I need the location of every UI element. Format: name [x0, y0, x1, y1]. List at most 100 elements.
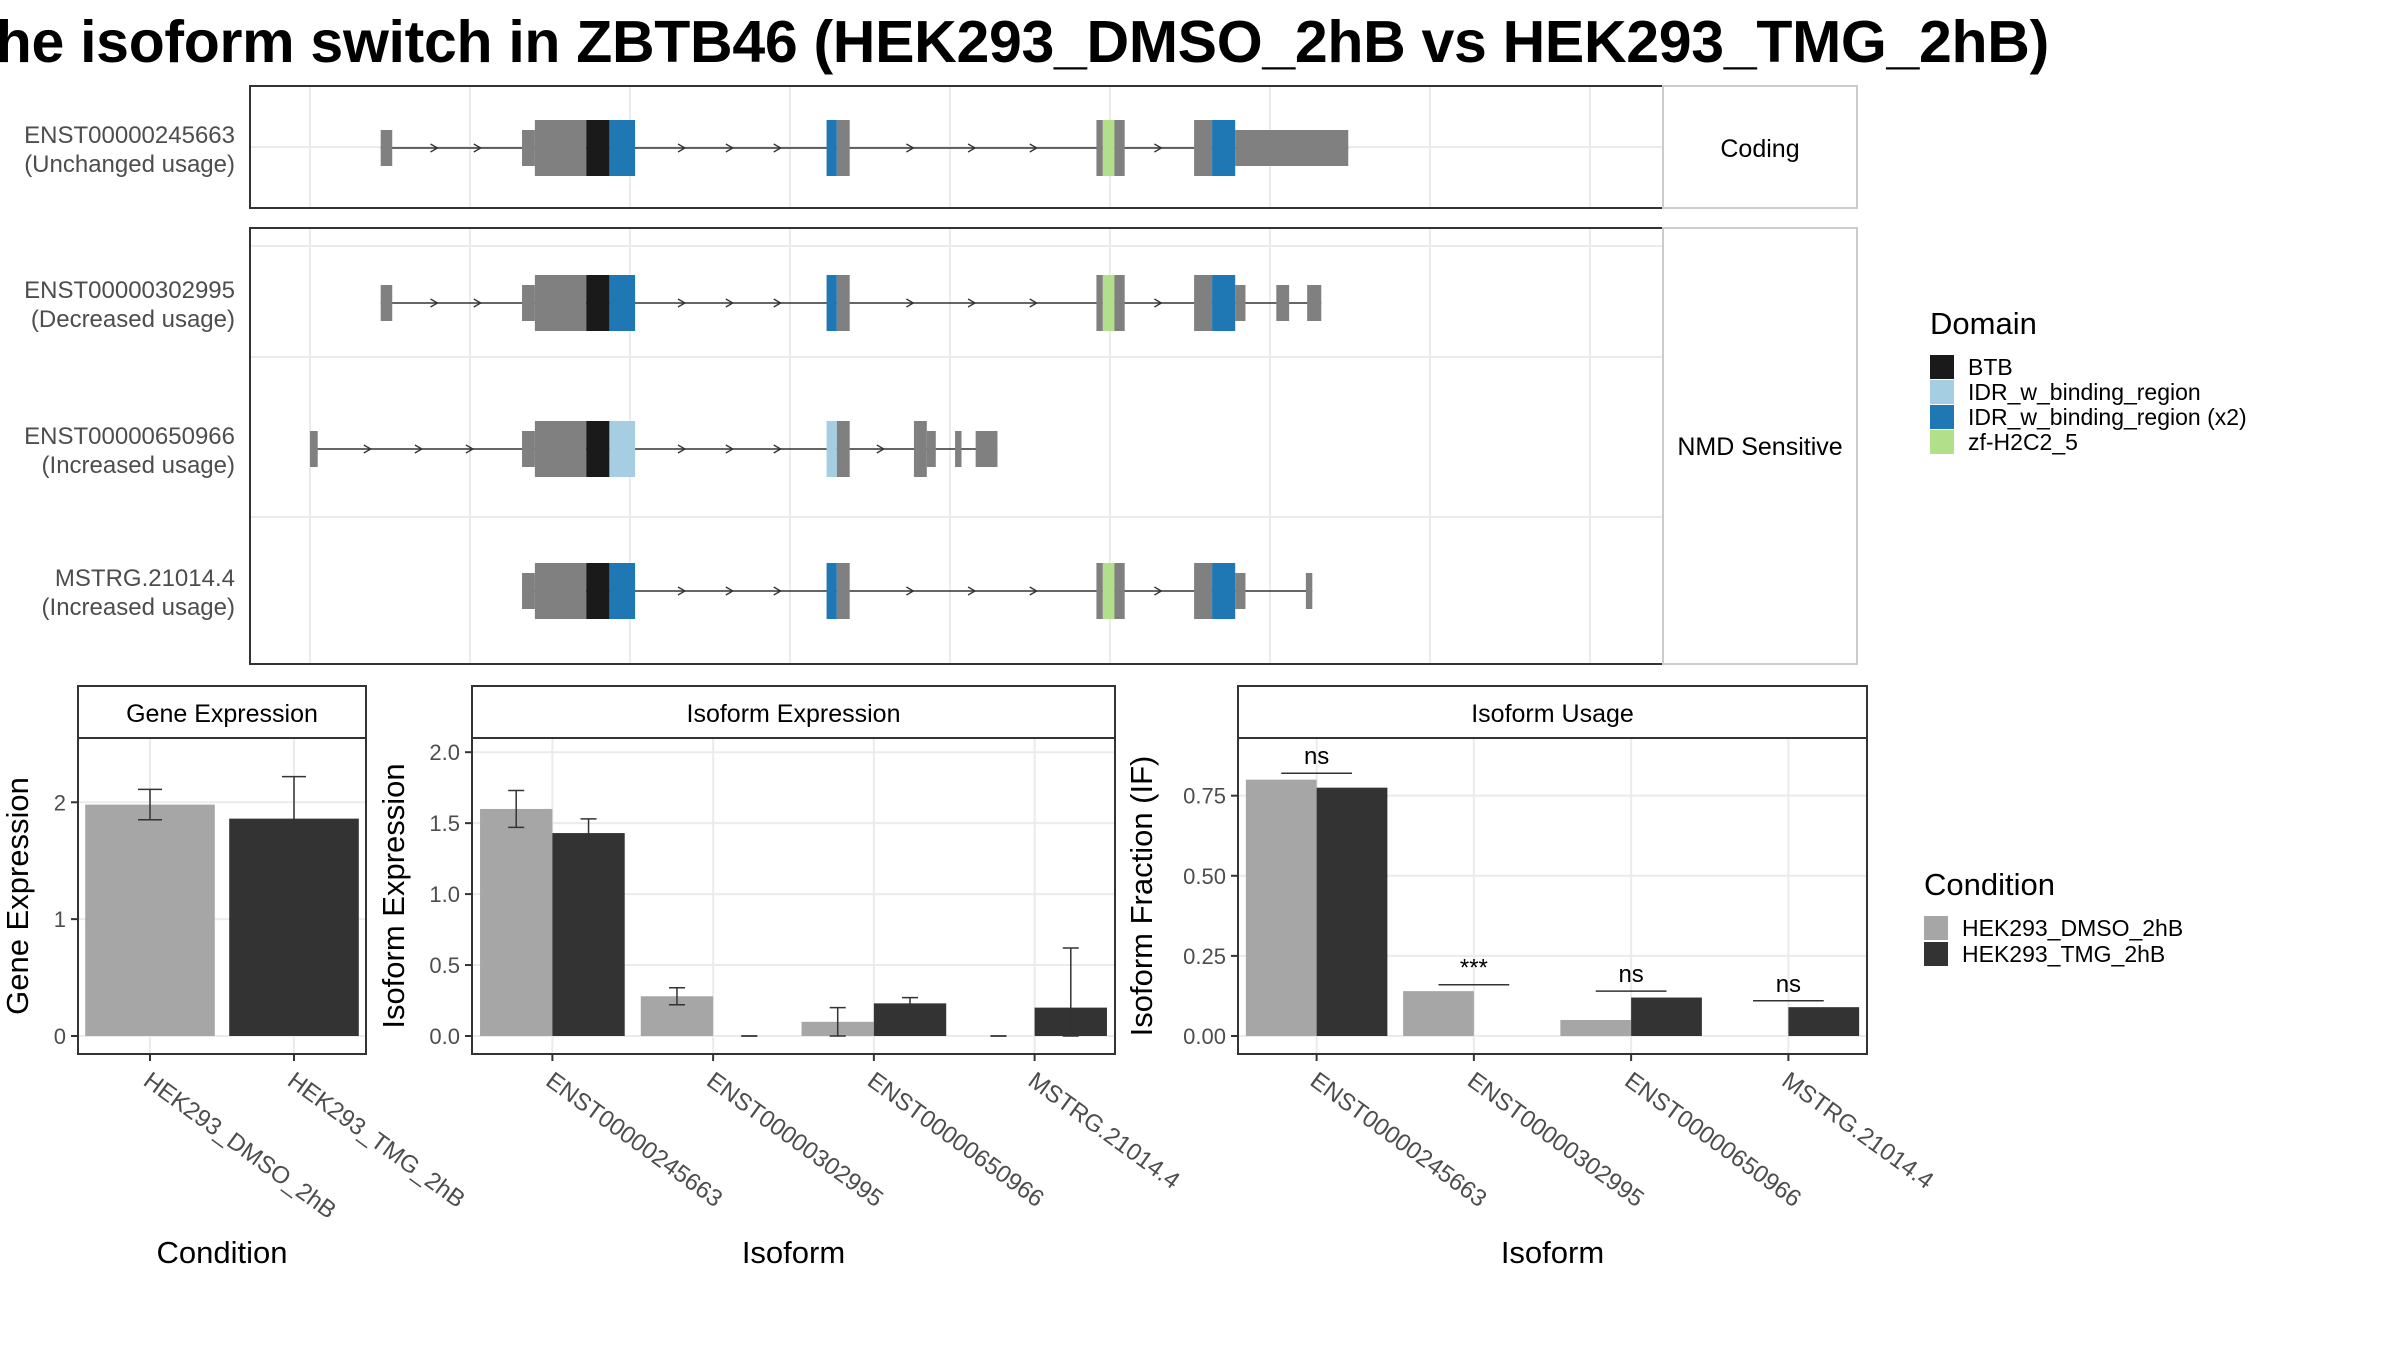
exon-block — [522, 573, 535, 609]
domain-btb — [586, 421, 610, 477]
isoform-id-label: ENST00000302995 — [24, 277, 235, 304]
isoform-usage-bar — [1788, 1007, 1860, 1036]
isoform-expression-ytick-label: 0.5 — [429, 953, 460, 978]
exon-block — [1276, 285, 1290, 321]
gene-expression-border — [77, 737, 367, 1055]
intron-arrow — [677, 586, 687, 596]
exon-block — [522, 431, 535, 467]
domain-idr-w-binding-region-x2- — [609, 563, 636, 619]
domain-legend-label: zf-H2C2_5 — [1968, 429, 2078, 455]
intron-arrow — [773, 298, 783, 308]
isoform-id-label: ENST00000245663 — [24, 122, 235, 149]
exon-block — [836, 275, 850, 331]
exon-block — [534, 275, 587, 331]
exon-block — [1305, 573, 1313, 609]
exon-block — [522, 285, 535, 321]
domain-idr-w-binding-region-x2- — [826, 275, 837, 331]
gene-expression-ytick-label: 0 — [54, 1024, 66, 1049]
isoform-usage-label: (Decreased usage) — [31, 306, 235, 333]
exon-block — [836, 120, 850, 176]
domain-idr-w-binding-region-x2- — [826, 563, 837, 619]
condition-legend-label: HEK293_TMG_2hB — [1962, 941, 2165, 967]
intron-arrow — [725, 298, 735, 308]
domain-btb — [586, 563, 610, 619]
exon-block — [534, 120, 587, 176]
exon-block — [1194, 563, 1213, 619]
domain-idr-w-binding-region-x2- — [609, 120, 636, 176]
isoform-expression-xtick-label: ENST00000245663 — [541, 1067, 727, 1213]
domain-legend-label: IDR_w_binding_region (x2) — [1968, 404, 2247, 430]
exon-block — [522, 130, 535, 166]
isoform-expression-title: Isoform Expression — [687, 700, 901, 728]
exon-block — [975, 431, 998, 467]
condition-legend-swatch — [1924, 916, 1948, 940]
intron-arrow — [1154, 298, 1163, 308]
exon-block — [1194, 275, 1213, 331]
isoform-expression-bar — [480, 808, 553, 1036]
intron-arrow — [773, 444, 783, 454]
exon-block — [1235, 573, 1246, 609]
exon-block — [913, 421, 927, 477]
intron-arrow — [677, 444, 687, 454]
isoform-usage-ylabel: Isoform Fraction (IF) — [1124, 756, 1159, 1037]
isoform-usage-label: (Increased usage) — [42, 452, 235, 479]
isoform-usage-ytick-label: 0.50 — [1183, 864, 1226, 889]
isoform-usage-bar — [1403, 991, 1474, 1036]
domain-idr-w-binding-region — [609, 421, 636, 477]
isoform-usage-xlabel: Isoform — [1501, 1235, 1604, 1270]
isoform-usage-title: Isoform Usage — [1471, 700, 1634, 728]
isoform-expression-xtick-label: MSTRG.21014.4 — [1023, 1067, 1185, 1195]
intron-arrow — [906, 298, 915, 308]
intron-arrow — [473, 143, 483, 153]
exon-block — [380, 130, 393, 166]
isoform-usage-bar — [1245, 779, 1317, 1036]
isoform-expression-ytick-label: 0.0 — [429, 1024, 460, 1049]
gene-expression-bar — [85, 804, 215, 1036]
intron-arrow — [473, 298, 483, 308]
gene-expression-ylabel: Gene Expression — [0, 777, 35, 1015]
isoform-usage-bar — [1560, 1019, 1632, 1036]
domain-idr-w-binding-region-x2- — [1212, 120, 1236, 176]
isoform-usage-bar — [1631, 997, 1702, 1036]
figure-title: The isoform switch in ZBTB46 (HEK293_DMS… — [0, 9, 2049, 75]
intron-arrow — [1154, 586, 1163, 596]
intron-arrow — [906, 586, 915, 596]
gene-expression-ytick-label: 2 — [54, 790, 66, 815]
isoform-expression-ytick-label: 1.0 — [429, 882, 460, 907]
exon-block — [1194, 120, 1213, 176]
intron-arrow — [414, 444, 424, 454]
isoform-usage-label: (Increased usage) — [42, 594, 235, 621]
domain-legend-swatch — [1930, 355, 1954, 379]
exon-block — [310, 431, 318, 467]
domain-zf-h2c2-5 — [1102, 120, 1115, 176]
exon-block — [1114, 120, 1125, 176]
isoform-expression-ytick-label: 2.0 — [429, 740, 460, 765]
domain-btb — [586, 120, 610, 176]
isoform-usage-border — [1237, 737, 1868, 1055]
domain-legend-label: IDR_w_binding_region — [1968, 379, 2201, 405]
isoform-id-label: ENST00000650966 — [24, 423, 235, 450]
intron-arrow — [773, 143, 783, 153]
domain-idr-w-binding-region-x2- — [609, 275, 636, 331]
gene-expression-xlabel: Condition — [157, 1235, 288, 1270]
condition-legend-label: HEK293_DMSO_2hB — [1962, 915, 2183, 941]
isoform-expression-border — [471, 737, 1116, 1055]
intron-arrow — [1154, 143, 1163, 153]
intron-arrow — [363, 444, 373, 454]
domain-legend-label: BTB — [1968, 354, 2013, 380]
intron-arrow — [1029, 586, 1039, 596]
intron-arrow — [677, 143, 687, 153]
domain-idr-w-binding-region-x2- — [1212, 275, 1236, 331]
isoform-usage-significance-label: ns — [1304, 743, 1329, 770]
isoform-expression-xlabel: Isoform — [742, 1235, 845, 1270]
intron-arrow — [430, 298, 439, 308]
domain-zf-h2c2-5 — [1102, 275, 1115, 331]
exon-block — [380, 285, 393, 321]
intron-arrow — [725, 143, 735, 153]
domain-legend-title: Domain — [1930, 306, 2037, 341]
exon-block — [1114, 563, 1125, 619]
exon-block — [836, 563, 850, 619]
intron-arrow — [967, 298, 977, 308]
facet-label-coding: Coding — [1720, 135, 1799, 163]
